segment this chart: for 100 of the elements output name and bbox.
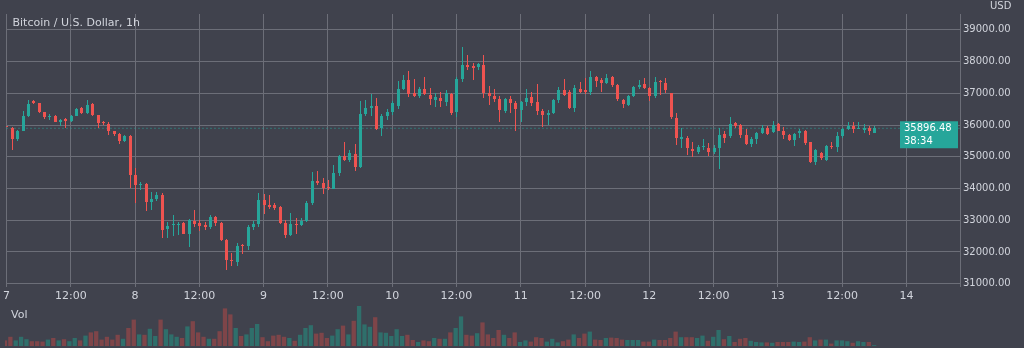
candlestick [670, 92, 673, 120]
bar [8, 336, 13, 346]
candlestick [397, 80, 400, 110]
candlestick [241, 243, 244, 255]
bar [174, 336, 179, 346]
bar [571, 334, 576, 346]
bar [448, 332, 453, 346]
y-tick-label: 38000.00 [963, 55, 1011, 67]
bar [442, 338, 448, 346]
bar [474, 333, 480, 346]
ref-line-label: 35896.48 [904, 121, 952, 133]
x-tick-label: 12:00 [312, 289, 344, 303]
bar [51, 338, 56, 346]
candlestick [488, 85, 491, 106]
bar [512, 332, 517, 346]
candlestick [327, 179, 330, 191]
bar [635, 340, 641, 346]
bar [136, 334, 142, 346]
candlestick [573, 84, 576, 113]
candlestick [675, 112, 678, 146]
candlestick [225, 238, 228, 271]
bar [560, 341, 566, 346]
candlestick [257, 192, 260, 228]
bar [351, 320, 356, 346]
candlestick [354, 143, 357, 172]
candlestick [407, 70, 410, 98]
x-tick-label: 11 [513, 289, 528, 303]
y-tick-label: 33000.00 [963, 213, 1011, 225]
candlestick [311, 171, 314, 206]
candlestick [343, 141, 346, 162]
candlestick [305, 200, 308, 223]
bar [866, 342, 871, 346]
candlestick [370, 93, 373, 117]
candlestick [177, 221, 180, 236]
candlestick [236, 242, 239, 267]
bar [56, 340, 61, 346]
candlestick [536, 83, 539, 116]
y-tick-label: 31000.00 [963, 277, 1011, 289]
bar [812, 340, 818, 346]
x-tick-label: 7 [3, 289, 10, 303]
annotation: 38:34 [904, 134, 933, 146]
bar [185, 326, 190, 346]
bar [287, 338, 292, 346]
bar [83, 335, 88, 346]
x-tick-label: 12 [642, 289, 657, 303]
candlestick [836, 131, 839, 153]
y-tick-label: 39000.00 [963, 23, 1011, 35]
bar [77, 340, 83, 346]
candlestick [686, 135, 689, 156]
candlestick [514, 100, 517, 132]
candlestick [461, 46, 464, 83]
candlestick [220, 221, 223, 242]
x-tick-label: 13 [770, 289, 785, 303]
candlestick [145, 182, 148, 212]
bar [292, 340, 297, 346]
candlestick [498, 95, 501, 123]
candlestick [654, 76, 657, 99]
bar [142, 334, 147, 346]
y-tick-label: 36000.00 [963, 118, 1011, 130]
candlestick [263, 193, 266, 215]
bar [147, 328, 153, 346]
x-tick-label: 12:00 [54, 289, 87, 303]
bar [179, 338, 185, 346]
candlestick [247, 224, 250, 251]
bar [432, 338, 437, 346]
bar [163, 329, 169, 346]
bar [721, 339, 727, 346]
bar [673, 331, 678, 346]
bar [61, 339, 67, 346]
bar [603, 338, 609, 346]
y-tick-label: 37000.00 [963, 86, 1011, 98]
bar [340, 325, 346, 346]
x-tick-label: 14 [899, 289, 914, 303]
candlestick [230, 252, 233, 267]
candlestick [134, 167, 137, 204]
candlestick [568, 89, 571, 110]
text: USD [990, 0, 1012, 11]
bar [507, 338, 512, 346]
bar [437, 338, 442, 346]
candlestick [659, 79, 662, 96]
y-tick-label: 34000.00 [963, 182, 1011, 194]
candlestick [172, 214, 175, 237]
bar [415, 342, 421, 346]
bar [501, 334, 507, 346]
chart-title: Bitcoin / U.S. Dollar, 1h [12, 16, 141, 30]
bar [346, 334, 351, 346]
x-tick-label: 12:00 [569, 289, 601, 303]
y-tick-label: 35000.00 [963, 150, 1011, 162]
bar [727, 336, 732, 346]
candlestick [295, 217, 298, 235]
bar [233, 328, 238, 346]
y-tick-label: 32000.00 [963, 245, 1011, 257]
bar [458, 316, 464, 346]
bar [373, 317, 378, 346]
bar [818, 339, 823, 346]
candlestick [188, 218, 191, 248]
x-tick-label: 12:00 [826, 289, 858, 303]
chart-title: Vol [11, 308, 28, 322]
x-tick-label: 9 [260, 289, 268, 303]
candlestick [702, 138, 705, 151]
